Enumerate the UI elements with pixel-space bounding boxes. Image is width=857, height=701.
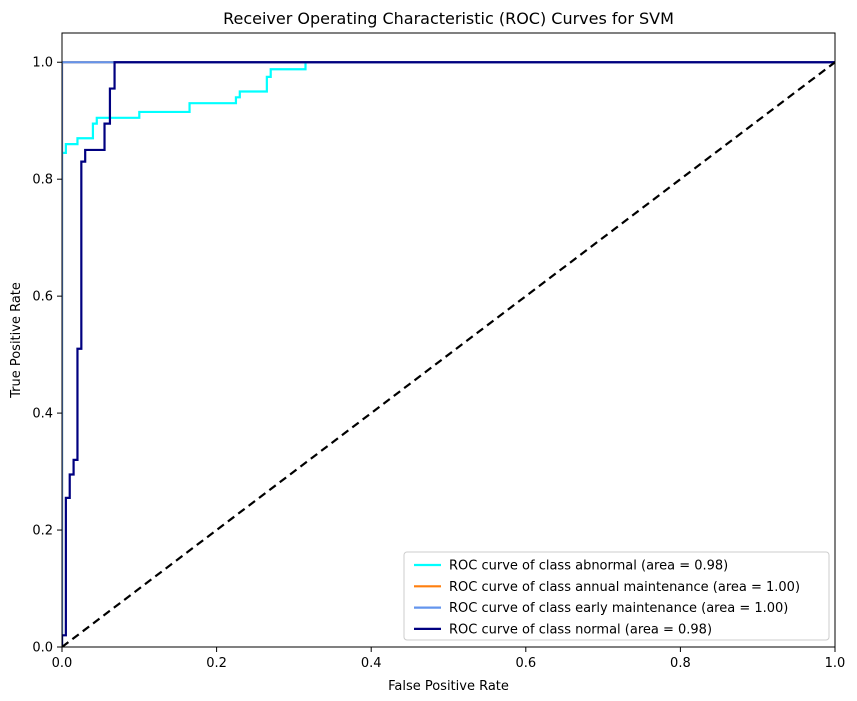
x-axis: 0.0 0.2 0.4 0.6 0.8 1.0 [52, 647, 846, 671]
x-tick-label: 0.2 [206, 656, 227, 671]
legend-label: ROC curve of class abnormal (area = 0.98… [449, 559, 728, 574]
legend: ROC curve of class abnormal (area = 0.98… [403, 551, 830, 641]
y-tick-label: 0.6 [32, 290, 53, 305]
chart-title: Receiver Operating Characteristic (ROC) … [223, 9, 674, 28]
y-axis-label: True Positive Rate [9, 282, 24, 399]
y-tick-label: 0.2 [32, 524, 53, 539]
legend-label: ROC curve of class normal (area = 0.98) [449, 622, 712, 637]
legend-box [403, 551, 830, 641]
series-line-3 [62, 61, 835, 647]
axes-frame [61, 32, 836, 648]
y-tick-label: 1.0 [32, 56, 53, 71]
x-tick-label: 0.4 [361, 656, 382, 671]
legend-label: ROC curve of class annual maintenance (a… [449, 580, 800, 595]
y-tick-label: 0.8 [32, 173, 53, 188]
x-tick-label: 0.8 [670, 656, 691, 671]
x-tick-label: 0.0 [52, 656, 73, 671]
x-axis-label: False Positive Rate [388, 679, 509, 694]
legend-label: ROC curve of class early maintenance (ar… [449, 601, 788, 616]
x-tick-label: 0.6 [515, 656, 536, 671]
chance-line [62, 61, 835, 647]
y-tick-label: 0.0 [32, 641, 53, 656]
x-tick-label: 1.0 [825, 656, 846, 671]
y-tick-label: 0.4 [32, 407, 53, 422]
plot-area [62, 61, 835, 647]
series-line-0 [62, 61, 835, 647]
y-axis: 0.0 0.2 0.4 0.6 0.8 1.0 [32, 56, 62, 656]
